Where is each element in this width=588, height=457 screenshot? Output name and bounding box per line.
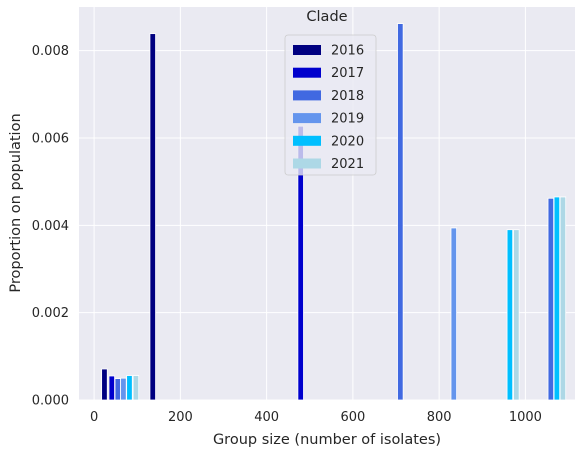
bar-2018 xyxy=(547,197,555,401)
y-tick-labels: 0.000 0.002 0.004 0.006 0.008 xyxy=(32,44,69,408)
bar-2018 xyxy=(397,23,404,401)
y-tick-label: 0.006 xyxy=(32,132,69,147)
bar-2020 xyxy=(553,196,561,401)
legend-swatch-2016 xyxy=(293,45,321,55)
legend-swatch-2021 xyxy=(293,158,321,169)
x-tick-label: 800 xyxy=(427,410,452,425)
bars xyxy=(101,23,567,401)
bar-2021 xyxy=(132,375,140,401)
legend-label-2016: 2016 xyxy=(331,44,364,59)
bar-2017 xyxy=(108,375,115,401)
legend-swatch-2019 xyxy=(293,113,321,124)
x-tick-label: 1000 xyxy=(509,410,542,425)
x-tick-label: 0 xyxy=(90,410,98,425)
x-tick-label: 600 xyxy=(340,410,365,425)
x-tick-labels: 0 200 400 600 800 1000 xyxy=(90,410,542,425)
y-axis-label: Proportion on population xyxy=(8,113,24,292)
x-axis-label: Group size (number of isolates) xyxy=(213,432,441,448)
bar-2016 xyxy=(149,33,156,401)
x-tick-label: 400 xyxy=(254,410,279,425)
legend-swatch-2020 xyxy=(293,135,321,146)
chart-title: Clade xyxy=(306,9,347,25)
bar-2020 xyxy=(506,229,514,401)
bar-2019 xyxy=(120,377,127,401)
bar-2018 xyxy=(114,378,122,401)
legend-label-2019: 2019 xyxy=(331,112,364,127)
x-tick-label: 200 xyxy=(168,410,193,425)
legend-swatch-2018 xyxy=(293,90,321,101)
bar-2020 xyxy=(126,375,133,401)
bar-2021 xyxy=(559,196,567,401)
y-tick-label: 0.000 xyxy=(32,394,69,409)
bar-2019 xyxy=(450,227,458,401)
legend-label-2017: 2017 xyxy=(331,66,364,81)
legend-swatch-2017 xyxy=(293,67,321,78)
legend-label-2018: 2018 xyxy=(331,89,364,104)
y-tick-label: 0.008 xyxy=(32,44,69,59)
y-tick-label: 0.002 xyxy=(32,306,69,321)
legend: 2016 2017 2018 2019 2020 2021 xyxy=(284,34,377,176)
bar-2021 xyxy=(513,229,520,401)
y-tick-label: 0.004 xyxy=(32,219,69,234)
legend-label-2020: 2020 xyxy=(331,134,364,149)
legend-label-2021: 2021 xyxy=(331,157,364,172)
bar-2016 xyxy=(101,368,108,401)
